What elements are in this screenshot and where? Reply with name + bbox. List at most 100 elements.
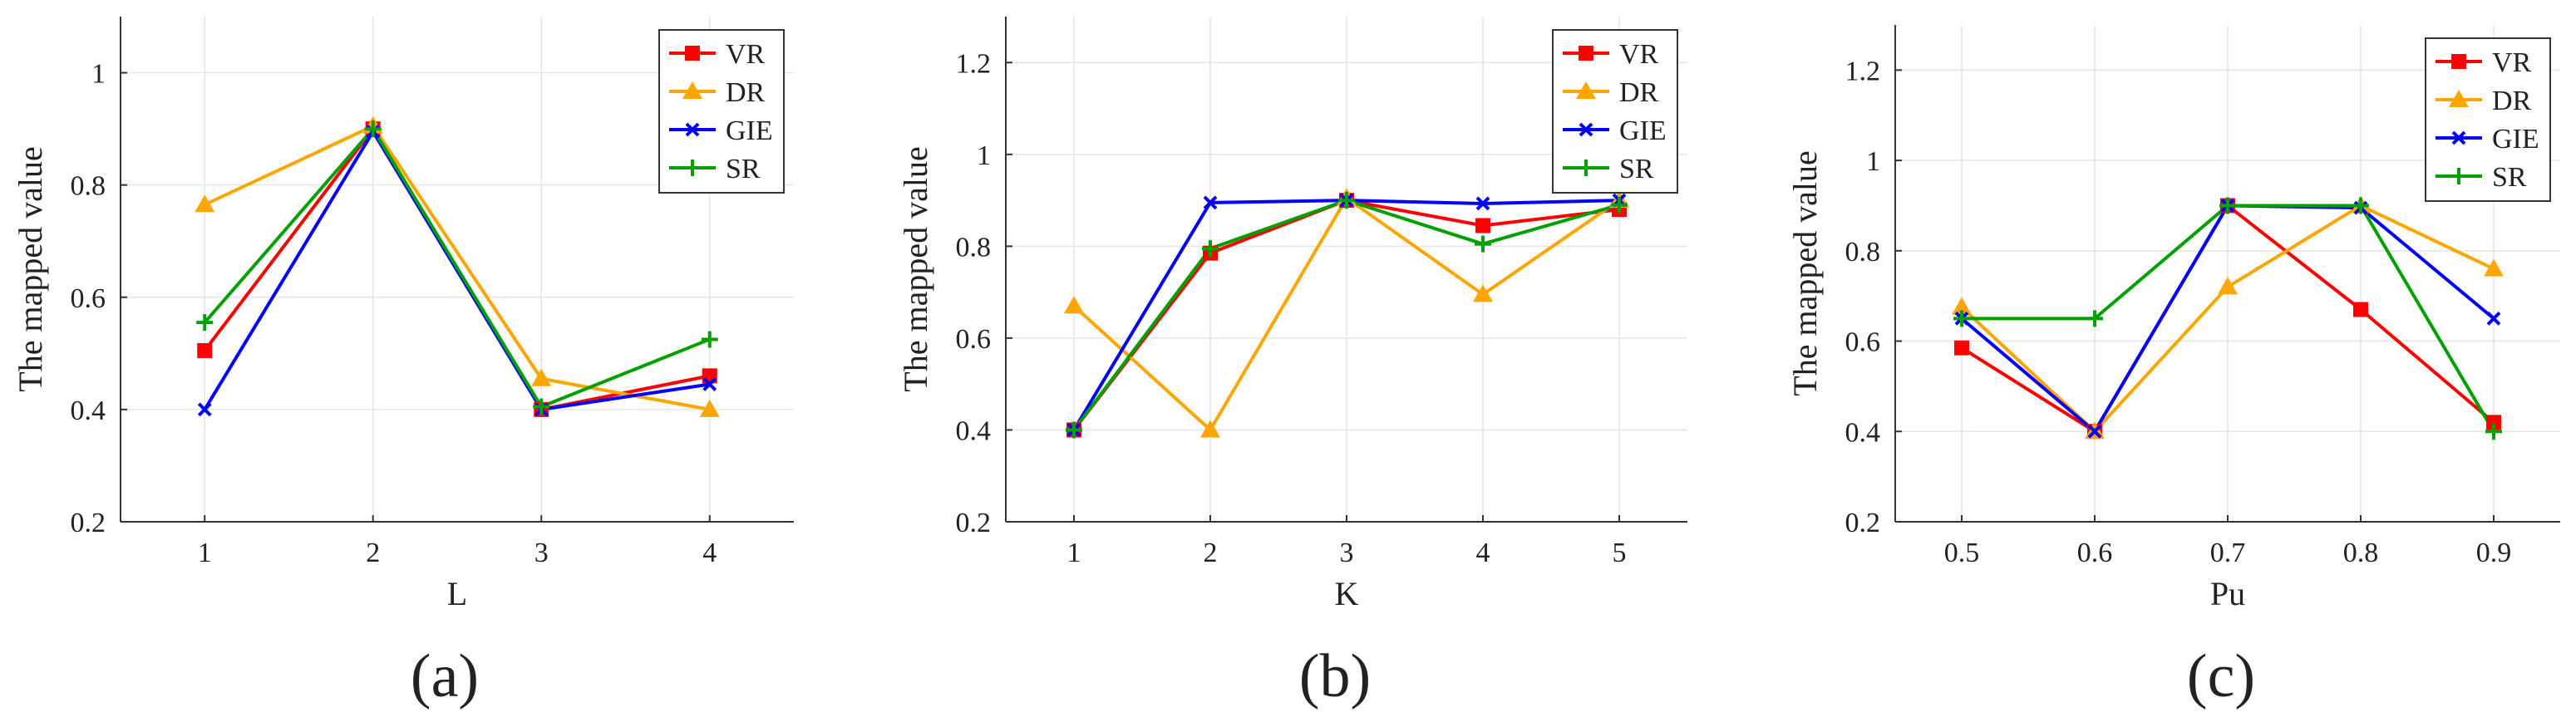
legend-label-sr: SR [1619, 154, 1654, 184]
data-point-sr [1475, 235, 1491, 253]
legend-box [658, 29, 785, 194]
x-tick-label: 2 [366, 538, 380, 568]
legend-marker-gie [2451, 130, 2466, 145]
y-tick-label: 0.2 [1845, 508, 1881, 538]
y-tick-label: 1.2 [956, 48, 992, 79]
legend-marker-sr [1578, 160, 1594, 176]
legend-marker-dr [2449, 90, 2469, 107]
y-tick-label: 1.2 [1845, 56, 1881, 86]
data-point-vr [2353, 302, 2368, 317]
chart-panel-1: 1 2 3 4 0.2 0.4 0.6 0.8 1 L The mapped value (a) VR D… [12, 17, 794, 710]
legend-marker-dr [1576, 81, 1596, 99]
y-axis-label: The mapped value [897, 146, 934, 391]
x-tick-label: 2 [1204, 538, 1218, 568]
chart-panel-2: 1 2 3 4 5 0.2 0.4 0.6 0.8 1 1.2 K The mapped value (b… [897, 17, 1687, 710]
legend-marker-vr [685, 46, 700, 61]
x-tick-label: 0.5 [1944, 538, 1980, 568]
data-point-dr [531, 368, 552, 386]
data-point-gie [2486, 311, 2501, 326]
legend-label-gie: GIE [2492, 124, 2539, 155]
data-point-vr [1475, 218, 1490, 233]
y-tick-label: 0.8 [71, 171, 106, 202]
data-point-sr [1066, 421, 1082, 439]
data-point-sr [2485, 423, 2502, 440]
legend-label-dr: DR [2492, 86, 2532, 116]
data-point-sr [1202, 240, 1219, 258]
y-tick-label: 0.4 [956, 415, 992, 446]
legend-marker-vr [2451, 54, 2466, 69]
data-point-vr [197, 342, 213, 358]
y-tick-label: 0.6 [956, 324, 992, 355]
data-point-sr [2086, 310, 2103, 327]
x-tick-label: 4 [1476, 538, 1490, 568]
legend-label-gie: GIE [1619, 115, 1667, 146]
y-tick-label: 1 [1866, 146, 1880, 177]
x-axis-label: L [447, 575, 467, 612]
data-point-dr [195, 194, 215, 213]
data-point-dr [2218, 277, 2238, 295]
legend: VR DR GIE SR [2425, 37, 2551, 202]
data-point-dr [2484, 258, 2504, 277]
y-tick-label: 0.8 [956, 232, 992, 263]
data-point-sr [364, 120, 382, 138]
y-tick-label: 0.6 [1845, 327, 1881, 358]
y-tick-label: 0.2 [71, 508, 106, 538]
data-point-vr [1954, 340, 1969, 356]
x-tick-label: 0.9 [2476, 538, 2512, 568]
legend-label-vr: VR [1619, 39, 1659, 70]
y-axis-label: The mapped value [1786, 150, 1824, 395]
data-point-gie [197, 402, 212, 417]
legend-box [1552, 29, 1678, 194]
y-tick-label: 0.6 [71, 283, 106, 314]
chart-panel-3: 0.5 0.6 0.7 0.8 0.9 0.2 0.4 0.6 0.8 1 1.2 Pu The map… [1786, 25, 2560, 710]
y-tick-label: 0.4 [1845, 417, 1881, 448]
legend: VR DR GIE SR [1552, 29, 1678, 194]
x-tick-label: 0.6 [2077, 538, 2113, 568]
x-tick-label: 3 [534, 538, 549, 568]
data-point-sr [2219, 197, 2236, 214]
x-tick-label: 0.8 [2343, 538, 2379, 568]
x-tick-label: 5 [1613, 538, 1627, 568]
data-point-sr [1611, 196, 1628, 214]
legend-label-vr: VR [726, 39, 766, 70]
legend-box [2425, 37, 2551, 202]
legend-label-dr: DR [1619, 77, 1659, 108]
legend-marker-gie [685, 122, 700, 137]
legend-marker-vr [1579, 46, 1593, 61]
series-line-sr [203, 127, 711, 409]
x-tick-label: 1 [198, 538, 212, 568]
x-tick-label: 1 [1067, 538, 1081, 568]
y-axis-label: The mapped value [12, 146, 49, 391]
x-tick-label: 3 [1340, 538, 1354, 568]
y-tick-label: 0.8 [1845, 237, 1881, 268]
data-point-sr [1338, 192, 1355, 209]
legend-label-gie: GIE [726, 115, 773, 146]
legend-label-sr: SR [726, 154, 761, 184]
legend-label-sr: SR [2492, 162, 2527, 193]
panel-label: (b) [1299, 642, 1371, 710]
data-point-dr [1200, 420, 1220, 438]
data-point-sr [196, 314, 214, 332]
legend-marker-sr [2450, 168, 2467, 184]
panel-label: (c) [2187, 642, 2255, 710]
legend-marker-dr [682, 81, 702, 99]
legend-marker-sr [684, 160, 701, 176]
series-line-dr [204, 124, 711, 411]
data-point-sr [533, 398, 550, 415]
data-point-gie [2087, 424, 2102, 439]
data-point-sr [1953, 310, 1970, 327]
data-point-dr [1473, 284, 1493, 302]
x-tick-label: 0.7 [2210, 538, 2246, 568]
data-point-vr [2486, 415, 2501, 430]
y-tick-label: 0.4 [71, 395, 106, 426]
y-tick-label: 0.2 [956, 508, 992, 538]
x-tick-label: 4 [702, 538, 717, 568]
data-point-gie [1203, 195, 1218, 210]
y-tick-label: 1 [91, 59, 106, 90]
data-point-dr [699, 399, 720, 417]
data-point-sr [701, 331, 718, 348]
legend-label-vr: VR [2492, 47, 2532, 78]
x-axis-label: K [1335, 575, 1359, 612]
